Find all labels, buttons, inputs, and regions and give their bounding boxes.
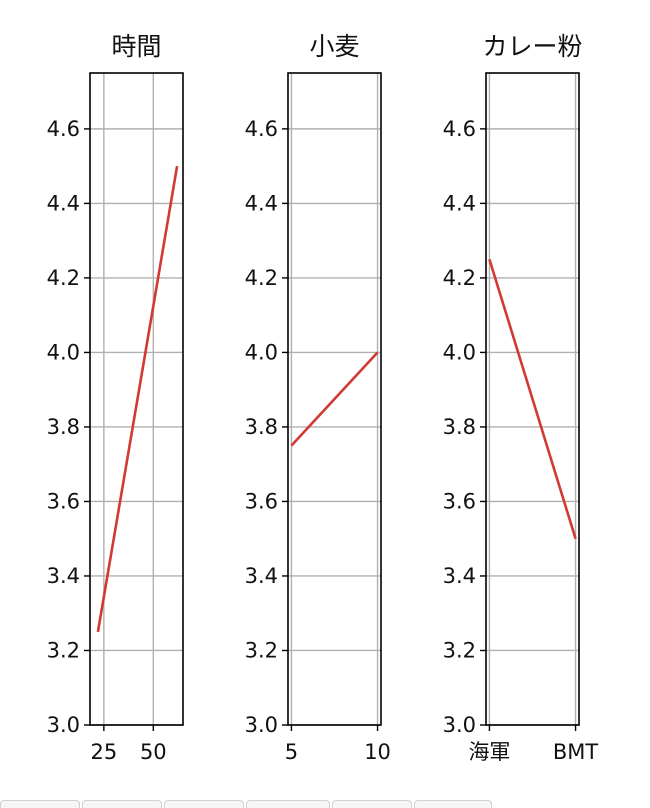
- y-tick-label: 4.0: [245, 340, 278, 364]
- bottom-tab-strip: [0, 800, 650, 808]
- y-tick-label: 4.2: [245, 266, 278, 290]
- panel-title: 小麦: [309, 32, 359, 61]
- y-tick-label: 4.2: [443, 266, 476, 290]
- x-tick-label: BMT: [553, 740, 599, 764]
- y-tick-label: 3.6: [443, 489, 476, 513]
- chart-panel: 3.0 3.2 3.4 3.6 3.8 4.0 4.2 4.4 4.6 5 10 小麦: [245, 32, 391, 764]
- strip-tab[interactable]: [0, 800, 80, 808]
- y-tick-label: 4.6: [245, 117, 278, 141]
- y-tick-label: 3.0: [47, 713, 80, 737]
- y-tick-label: 3.2: [47, 638, 80, 662]
- plot-frame: [89, 72, 184, 726]
- strip-tab[interactable]: [164, 800, 244, 808]
- y-tick-label: 3.8: [443, 415, 476, 439]
- plot-frame: [485, 72, 580, 726]
- strip-tab[interactable]: [414, 800, 492, 808]
- y-tick-label: 4.6: [47, 117, 80, 141]
- x-tick-label: 海軍: [468, 740, 510, 764]
- y-tick-label: 3.2: [245, 638, 278, 662]
- strip-tab[interactable]: [332, 800, 412, 808]
- y-tick-label: 3.4: [245, 564, 278, 588]
- plot-frame: [287, 72, 382, 726]
- y-tick-label: 3.8: [245, 415, 278, 439]
- y-tick-label: 4.2: [47, 266, 80, 290]
- x-tick-label: 5: [285, 740, 298, 764]
- series-line: [96, 165, 179, 633]
- x-tick-label: 10: [364, 740, 391, 764]
- y-tick-label: 3.0: [443, 713, 476, 737]
- chart-panel: 3.0 3.2 3.4 3.6 3.8 4.0 4.2 4.4 4.6 25 50 時間: [47, 32, 184, 764]
- y-tick-label: 3.0: [245, 713, 278, 737]
- panel-title: 時間: [111, 32, 161, 61]
- y-tick-label: 3.4: [47, 564, 80, 588]
- y-tick-label: 4.0: [47, 340, 80, 364]
- y-tick-label: 4.0: [443, 340, 476, 364]
- x-tick-label: 25: [90, 740, 117, 764]
- y-tick-label: 3.2: [443, 638, 476, 662]
- y-tick-label: 4.6: [443, 117, 476, 141]
- y-tick-label: 4.4: [443, 191, 476, 215]
- y-tick-label: 3.6: [245, 489, 278, 513]
- y-tick-label: 3.8: [47, 415, 80, 439]
- panel-title: カレー粉: [482, 32, 582, 61]
- strip-tab[interactable]: [246, 800, 330, 808]
- strip-tab[interactable]: [82, 800, 162, 808]
- chart-panel: 3.0 3.2 3.4 3.6 3.8 4.0 4.2 4.4 4.6 海軍 BMT カレー粉: [443, 32, 599, 764]
- y-tick-label: 3.4: [443, 564, 476, 588]
- y-tick-label: 4.4: [47, 191, 80, 215]
- y-tick-label: 4.4: [245, 191, 278, 215]
- series-line: [290, 351, 379, 447]
- y-tick-label: 3.6: [47, 489, 80, 513]
- x-tick-label: 50: [140, 740, 167, 764]
- series-line: [488, 258, 577, 540]
